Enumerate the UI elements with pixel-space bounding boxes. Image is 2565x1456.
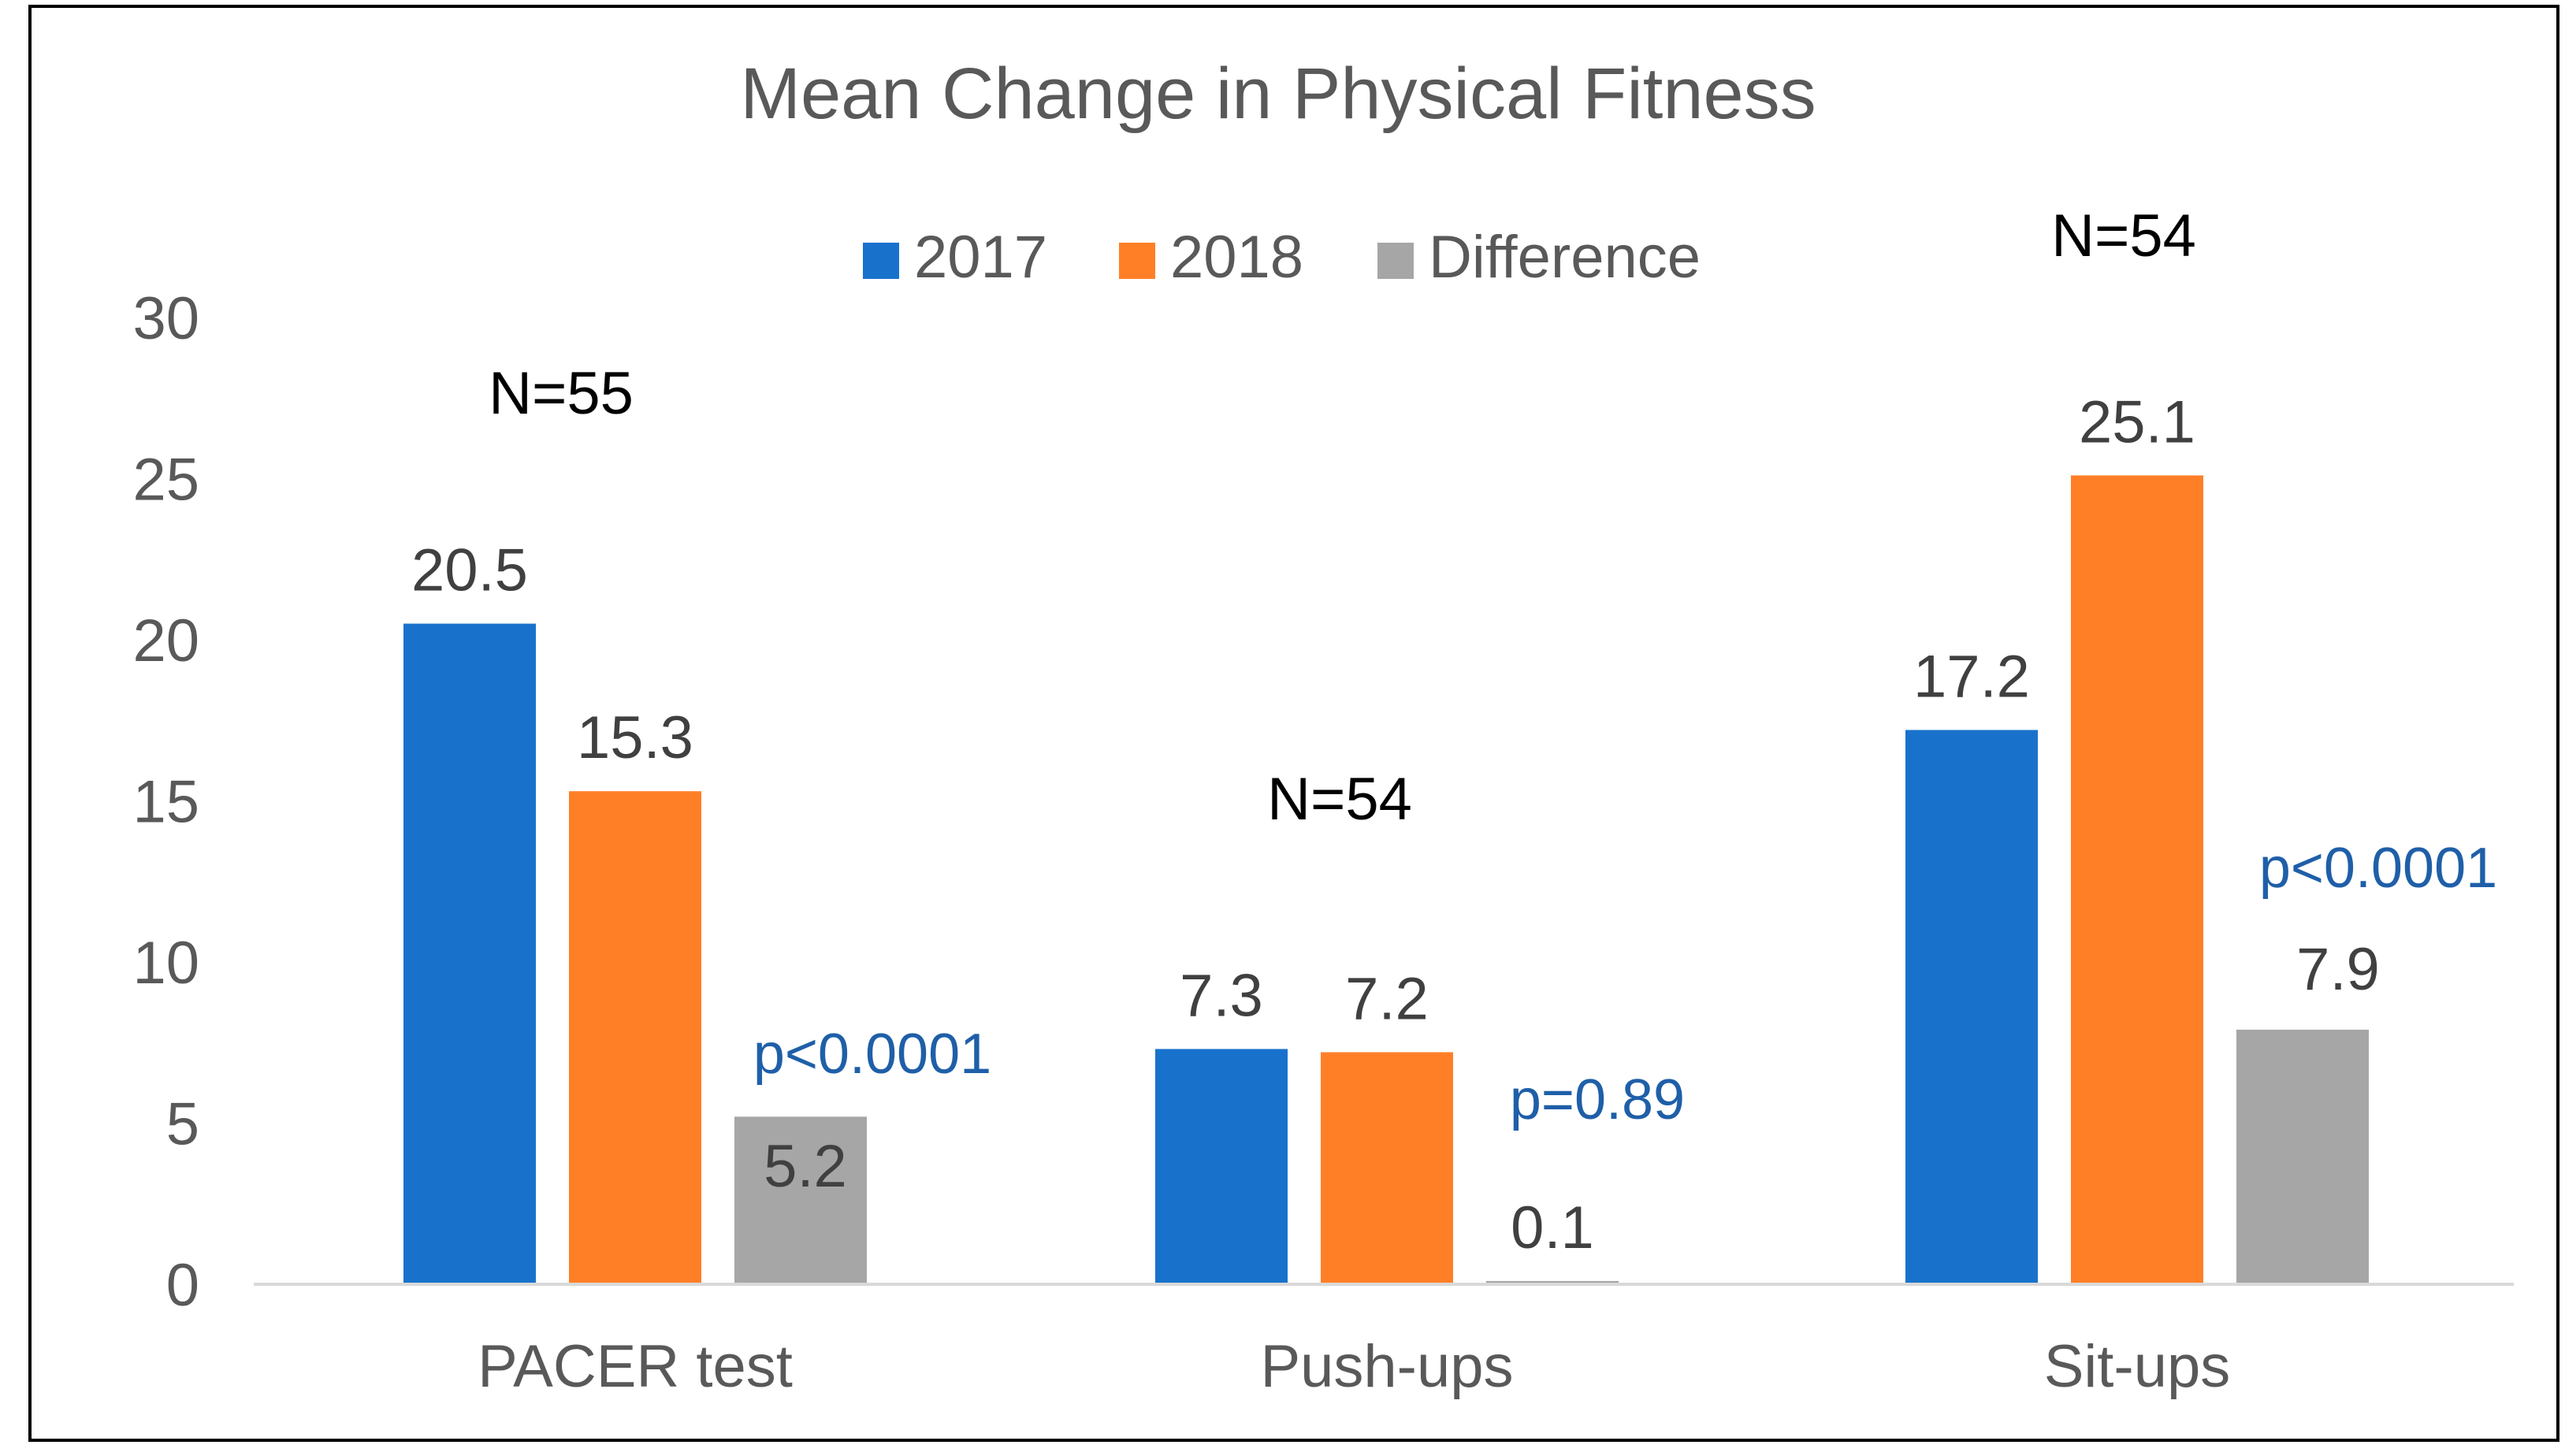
data-label: 0.1 (1511, 1194, 1594, 1261)
y-tick-label: 5 (166, 1091, 199, 1158)
legend-swatch-2018 (1119, 243, 1155, 279)
bars (403, 475, 2369, 1285)
x-axis: PACER test Push-ups Sit-ups (254, 1283, 2514, 1400)
bar-2018-2 (1321, 1052, 1453, 1284)
legend-label-difference: Difference (1429, 224, 1701, 291)
legend-label-2017: 2017 (914, 224, 1047, 291)
legend-label-2018: 2018 (1170, 224, 1303, 291)
y-tick-label: 15 (132, 769, 199, 836)
bar-difference-3 (2236, 1029, 2369, 1284)
legend: 2017 2018 Difference (863, 224, 1701, 291)
p-value-label: p=0.89 (1510, 1068, 1685, 1131)
data-label: 20.5 (411, 537, 528, 604)
y-tick-label: 20 (132, 607, 199, 674)
sample-size-label: N=55 (489, 360, 634, 427)
bar-2017-2 (1155, 1049, 1288, 1284)
data-label: 17.2 (1913, 644, 2030, 711)
chart-border (28, 5, 2559, 1442)
data-labels: 20.5 7.3 17.2 15.3 7.2 25.1 5.2 0.1 7.9 (411, 388, 2380, 1261)
sample-size-label: N=54 (2051, 202, 2196, 269)
data-label: 15.3 (577, 704, 693, 771)
data-label: 7.3 (1180, 962, 1263, 1029)
bar-difference-1 (734, 1116, 867, 1284)
y-tick-label: 0 (166, 1252, 199, 1319)
data-label: 7.9 (2296, 936, 2380, 1003)
annotations: N=55 N=54 N=54 p<0.0001 p=0.89 p<0.0001 (489, 202, 2497, 1131)
bar-2018-1 (569, 791, 701, 1284)
y-tick-label: 30 (132, 285, 199, 352)
data-label: 25.1 (2079, 388, 2195, 455)
data-label: 7.2 (1345, 966, 1429, 1033)
sample-size-label: N=54 (1267, 766, 1412, 833)
y-tick-label: 10 (132, 930, 199, 997)
x-tick-label: PACER test (478, 1333, 793, 1400)
p-value-label: p<0.0001 (2259, 837, 2497, 900)
x-tick-label: Push-ups (1260, 1333, 1513, 1400)
bar-2017-3 (1905, 730, 2038, 1284)
x-tick-label: Sit-ups (2044, 1333, 2231, 1400)
bar-difference-2 (1486, 1280, 1619, 1284)
legend-swatch-2017 (863, 243, 899, 279)
bar-2017-1 (403, 623, 536, 1284)
p-value-label: p<0.0001 (753, 1023, 991, 1086)
legend-swatch-difference (1377, 243, 1414, 279)
y-axis: 0 5 10 15 20 25 30 (132, 285, 199, 1319)
y-tick-label: 25 (132, 447, 199, 514)
data-label: 5.2 (764, 1133, 847, 1200)
chart-title: Mean Change in Physical Fitness (740, 54, 1816, 134)
bar-2018-3 (2071, 475, 2203, 1285)
